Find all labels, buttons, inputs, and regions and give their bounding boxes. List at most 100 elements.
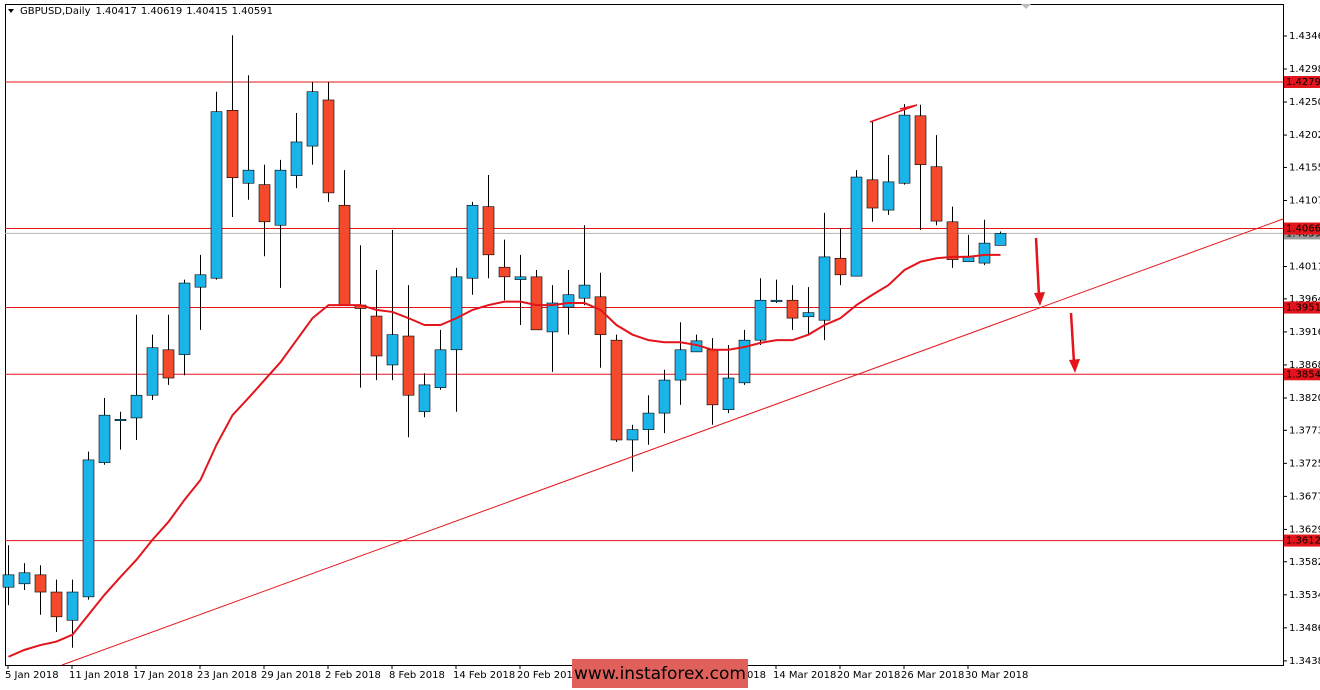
- y-tick-label: 1.38200: [1289, 393, 1320, 404]
- candle-body: [946, 221, 959, 260]
- y-tick-label: 1.41550: [1289, 162, 1320, 173]
- candle-body: [386, 334, 399, 366]
- pattern-line: [869, 104, 918, 123]
- candle-body: [706, 349, 719, 406]
- watermark: www.instaforex.com: [574, 664, 746, 684]
- candle-body: [978, 242, 991, 264]
- candle-body: [114, 419, 127, 421]
- candle-body: [626, 429, 639, 441]
- candle-body: [546, 302, 559, 333]
- candle-body: [306, 91, 319, 147]
- level-label-box: [1284, 76, 1320, 89]
- candle-body: [34, 574, 47, 593]
- x-tick-label: 8 Feb 2018: [389, 670, 445, 681]
- y-tick-label: 1.40110: [1289, 262, 1320, 273]
- y-tick-label: 1.36290: [1289, 524, 1320, 535]
- x-tick-label: 11 Jan 2018: [69, 670, 129, 681]
- candle-body: [194, 274, 207, 288]
- candle-body: [514, 276, 527, 280]
- candle-body: [66, 591, 79, 621]
- y-tick-label: 1.35340: [1289, 590, 1320, 601]
- candle-body: [658, 379, 671, 414]
- candle-body: [226, 109, 239, 179]
- candle-body: [866, 179, 879, 209]
- candle-body: [562, 294, 575, 308]
- candle-body: [930, 166, 943, 222]
- candle-body: [498, 266, 511, 278]
- y-tick-label: 1.42020: [1289, 130, 1320, 141]
- candle-body: [418, 384, 431, 413]
- arrow: [1069, 312, 1080, 373]
- candle-body: [146, 347, 159, 396]
- level-label-box: [1284, 368, 1320, 381]
- shift-marker: [1021, 4, 1031, 9]
- candle-body: [738, 339, 751, 384]
- header-low: 1.40415: [186, 6, 227, 17]
- arrow: [1034, 237, 1045, 306]
- level-label: 1.39514: [1286, 303, 1320, 314]
- candle-body: [466, 204, 479, 279]
- plot-layer: 5 Jan 2018 11 Jan 2018 17 Jan 2018 23 Jan 2…: [2, 35, 1287, 681]
- candle-body: [322, 99, 335, 194]
- y-tick-label: 1.36770: [1289, 491, 1320, 502]
- y-tick-label: 1.38680: [1289, 360, 1320, 371]
- y-tick-label: 1.34380: [1289, 656, 1320, 667]
- y-tick-label: 1.41070: [1289, 195, 1320, 206]
- header-high: 1.40619: [141, 6, 182, 17]
- candle-body: [242, 169, 255, 184]
- x-tick-label: 17 Jan 2018: [133, 670, 193, 681]
- y-tick-label: 1.37730: [1289, 425, 1320, 436]
- candle-body: [834, 257, 847, 276]
- candle-body: [898, 114, 911, 184]
- candle-body: [802, 312, 815, 318]
- candle-body: [882, 181, 895, 211]
- level-label-box: [1284, 222, 1320, 235]
- candle-body: [258, 184, 271, 223]
- x-tick-label: 26 Mar 2018: [901, 670, 964, 681]
- candle-body: [994, 233, 1007, 246]
- candle-body: [754, 299, 767, 341]
- x-tick-label: 14 Feb 2018: [453, 670, 515, 681]
- level-label: 1.40662: [1286, 224, 1320, 235]
- candle-body: [50, 591, 63, 618]
- x-tick-label: 20 Feb 2018: [517, 670, 579, 681]
- x-tick-label: 23 Jan 2018: [197, 670, 257, 681]
- y-tick-label: 1.42980: [1289, 64, 1320, 75]
- menu-triangle[interactable]: [8, 9, 14, 13]
- candle-body: [850, 176, 863, 277]
- x-tick-label: 29 Jan 2018: [261, 670, 321, 681]
- label-layer: 1.43460 1.42980 1.42500 1.42020 1.41550 1.410…: [1284, 31, 1320, 667]
- symbol-title: GBPUSD,Daily: [20, 6, 91, 17]
- header-open: 1.40417: [96, 6, 137, 17]
- candle-body: [178, 282, 191, 355]
- candle-body: [594, 296, 607, 335]
- y-tick-label: 1.43460: [1289, 31, 1320, 42]
- header-close: 1.40591: [232, 6, 273, 17]
- candle-body: [338, 204, 351, 306]
- candle-body: [482, 206, 495, 256]
- x-tick-label: 5 Jan 2018: [5, 670, 59, 681]
- x-tick-label: 14 Mar 2018: [773, 670, 836, 681]
- y-tick-label: 1.39160: [1289, 327, 1320, 338]
- candle-body: [914, 115, 927, 165]
- chart-header: GBPUSD,Daily 1.40417 1.40619 1.40415 1.40591: [20, 6, 273, 17]
- candle-body: [610, 339, 623, 441]
- candle-body: [578, 284, 591, 299]
- y-tick-label: 1.35820: [1289, 557, 1320, 568]
- candle-body: [642, 412, 655, 430]
- candle-body: [290, 141, 303, 176]
- x-tick-label: 20 Mar 2018: [837, 670, 900, 681]
- candle-body: [786, 299, 799, 319]
- candle-body: [2, 574, 15, 588]
- candle-body: [98, 414, 111, 463]
- candle-body: [434, 349, 447, 388]
- candle-body: [18, 572, 31, 585]
- level-label-box: [1284, 534, 1320, 547]
- candle-body: [370, 315, 383, 357]
- level-label-box: [1284, 301, 1320, 314]
- watermark-box: [572, 659, 748, 688]
